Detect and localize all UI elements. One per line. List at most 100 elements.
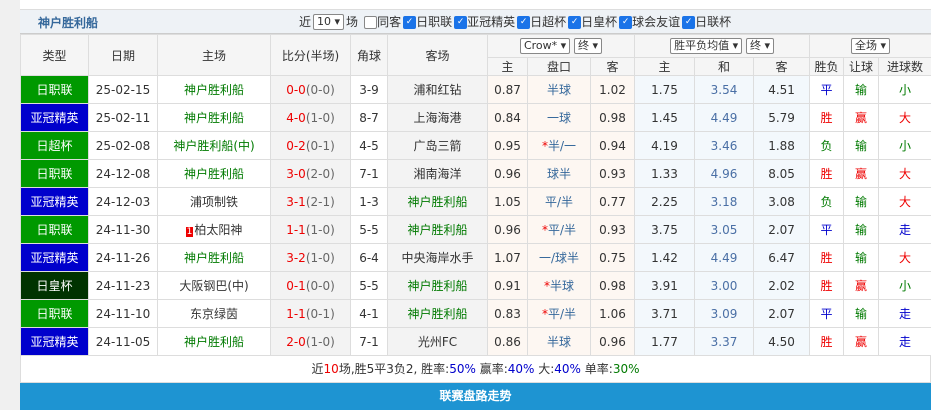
away-team[interactable]: 光州FC xyxy=(388,328,488,356)
euro-draw-odds: 4.49 xyxy=(695,104,754,132)
match-type[interactable]: 日职联 xyxy=(21,76,89,104)
scope-select[interactable]: 全场 ▾ xyxy=(851,38,890,54)
euro-draw-odds: 3.18 xyxy=(695,188,754,216)
checkbox-icon[interactable] xyxy=(364,16,377,29)
away-team[interactable]: 神户胜利船 xyxy=(388,216,488,244)
home-team[interactable]: 浦项制铁 xyxy=(158,188,271,216)
euro-select[interactable]: 胜平负均值 ▾ xyxy=(670,38,742,54)
score[interactable]: 2-0(1-0) xyxy=(271,328,351,356)
score[interactable]: 0-0(0-0) xyxy=(271,76,351,104)
home-team-name: 柏太阳神 xyxy=(194,223,242,237)
checkbox-icon[interactable]: ✓ xyxy=(454,16,467,29)
match-type[interactable]: 日职联 xyxy=(21,300,89,328)
away-team[interactable]: 神户胜利船 xyxy=(388,188,488,216)
away-team[interactable]: 中央海岸水手 xyxy=(388,244,488,272)
goals-result: 大 xyxy=(879,104,931,132)
home-team[interactable]: 神户胜利船 xyxy=(158,244,271,272)
away-team[interactable]: 神户胜利船 xyxy=(388,272,488,300)
col-euro-home: 主 xyxy=(635,58,695,76)
line-value: 半/一 xyxy=(548,139,576,153)
summary-text: 单率: xyxy=(581,362,613,376)
checkbox-icon[interactable]: ✓ xyxy=(403,16,416,29)
table-row: 日职联 25-02-15 神户胜利船 0-0(0-0) 3-9 浦和红钻 0.8… xyxy=(21,76,931,104)
away-team[interactable]: 湘南海洋 xyxy=(388,160,488,188)
asian-away-odds: 0.93 xyxy=(591,160,635,188)
match-type[interactable]: 亚冠精英 xyxy=(21,244,89,272)
filter-3[interactable]: ✓日超杯 xyxy=(517,13,566,30)
home-team[interactable]: 大阪钢巴(中) xyxy=(158,272,271,300)
filter-2[interactable]: ✓亚冠精英 xyxy=(454,13,515,30)
asian-home-odds: 1.05 xyxy=(488,188,528,216)
corners: 7-1 xyxy=(351,160,388,188)
half-score: (1-0) xyxy=(306,335,335,349)
win-loss: 平 xyxy=(810,76,844,104)
full-score: 0-1 xyxy=(286,279,306,293)
filter-1[interactable]: ✓日职联 xyxy=(403,13,452,30)
filter-5[interactable]: ✓球会友谊 xyxy=(619,13,680,30)
score[interactable]: 3-2(1-0) xyxy=(271,244,351,272)
score[interactable]: 1-1(0-1) xyxy=(271,300,351,328)
filter-4[interactable]: ✓日皇杯 xyxy=(568,13,617,30)
euro-home-odds: 2.25 xyxy=(635,188,695,216)
score[interactable]: 0-2(0-1) xyxy=(271,132,351,160)
away-team[interactable]: 广岛三箭 xyxy=(388,132,488,160)
corners: 1-3 xyxy=(351,188,388,216)
match-type[interactable]: 日职联 xyxy=(21,160,89,188)
col-wl: 胜负 xyxy=(810,58,844,76)
home-team[interactable]: 神户胜利船 xyxy=(158,76,271,104)
recent-suffix: 场 xyxy=(346,13,358,30)
asian-away-odds: 0.75 xyxy=(591,244,635,272)
match-date: 24-11-10 xyxy=(89,300,158,328)
score[interactable]: 1-1(1-0) xyxy=(271,216,351,244)
away-team[interactable]: 浦和红钻 xyxy=(388,76,488,104)
checkbox-icon[interactable]: ✓ xyxy=(568,16,581,29)
corners: 3-9 xyxy=(351,76,388,104)
home-team[interactable]: 神户胜利船 xyxy=(158,160,271,188)
filter-0[interactable]: 同客 xyxy=(364,13,401,30)
euro-draw-odds: 4.49 xyxy=(695,244,754,272)
checkbox-icon[interactable]: ✓ xyxy=(517,16,530,29)
score[interactable]: 3-0(2-0) xyxy=(271,160,351,188)
asian-mode-select[interactable]: 终 ▾ xyxy=(574,38,602,54)
filter-6[interactable]: ✓日联杯 xyxy=(682,13,731,30)
company-select[interactable]: Crow* ▾ xyxy=(520,38,570,54)
line-value: 平/半 xyxy=(548,307,576,321)
home-team-name: 神户胜利船 xyxy=(184,83,244,97)
table-row: 日职联 24-12-08 神户胜利船 3-0(2-0) 7-1 湘南海洋 0.9… xyxy=(21,160,931,188)
asian-away-odds: 0.93 xyxy=(591,216,635,244)
match-date: 24-11-30 xyxy=(89,216,158,244)
asian-line: 一球 xyxy=(528,104,591,132)
asian-line: 球半 xyxy=(528,160,591,188)
euro-home-odds: 1.42 xyxy=(635,244,695,272)
score[interactable]: 3-1(2-1) xyxy=(271,188,351,216)
checkbox-icon[interactable]: ✓ xyxy=(619,16,632,29)
col-date: 日期 xyxy=(89,35,158,76)
euro-draw-odds: 3.46 xyxy=(695,132,754,160)
euro-mode-select[interactable]: 终 ▾ xyxy=(746,38,774,54)
score[interactable]: 4-0(1-0) xyxy=(271,104,351,132)
match-type[interactable]: 日职联 xyxy=(21,216,89,244)
score[interactable]: 0-1(0-0) xyxy=(271,272,351,300)
match-type[interactable]: 亚冠精英 xyxy=(21,328,89,356)
win-loss: 胜 xyxy=(810,272,844,300)
goals-result: 走 xyxy=(879,300,931,328)
home-team[interactable]: 神户胜利船 xyxy=(158,104,271,132)
away-team[interactable]: 上海海港 xyxy=(388,104,488,132)
checkbox-icon[interactable]: ✓ xyxy=(682,16,695,29)
home-team[interactable]: 神户胜利船(中) xyxy=(158,132,271,160)
match-count-select[interactable]: 10 ▾ xyxy=(313,14,344,30)
match-date: 24-12-03 xyxy=(89,188,158,216)
match-type[interactable]: 亚冠精英 xyxy=(21,188,89,216)
home-team[interactable]: 神户胜利船 xyxy=(158,328,271,356)
match-type[interactable]: 亚冠精英 xyxy=(21,104,89,132)
away-team[interactable]: 神户胜利船 xyxy=(388,300,488,328)
euro-draw-odds: 3.54 xyxy=(695,76,754,104)
asian-away-odds: 0.94 xyxy=(591,132,635,160)
home-team[interactable]: 东京绿茵 xyxy=(158,300,271,328)
win-rate: 50% xyxy=(449,362,476,376)
match-type[interactable]: 日皇杯 xyxy=(21,272,89,300)
match-type[interactable]: 日超杯 xyxy=(21,132,89,160)
league-trend-button[interactable]: 联赛盘路走势 xyxy=(20,383,931,410)
